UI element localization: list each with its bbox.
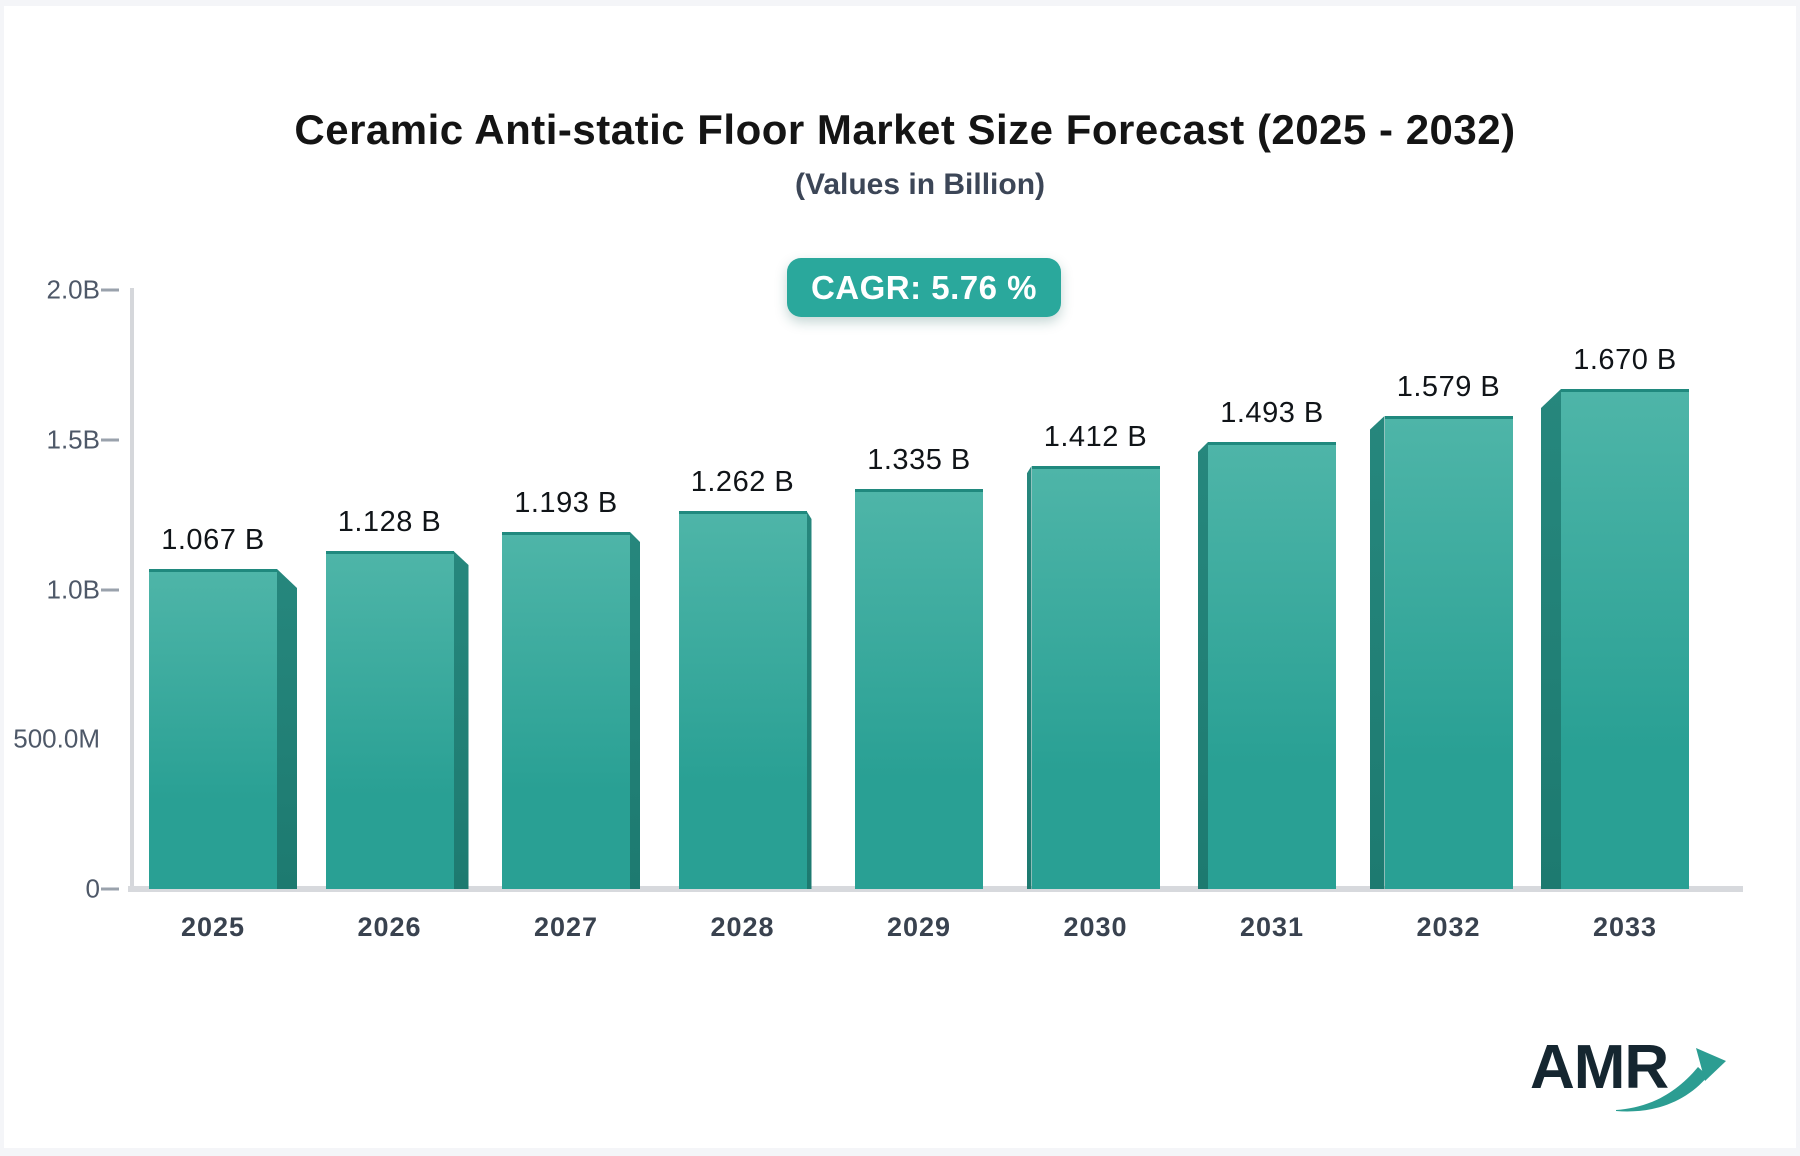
x-axis-label-2027: 2027 bbox=[533, 912, 599, 942]
bar-face bbox=[1031, 466, 1160, 889]
bar-2025 bbox=[149, 569, 297, 889]
bar-2026 bbox=[325, 551, 469, 889]
bar-2033 bbox=[1541, 389, 1689, 889]
bar-face bbox=[678, 511, 807, 889]
bar-value-label: 1.493 B bbox=[1220, 397, 1324, 429]
bar-value-label: 1.335 B bbox=[867, 444, 971, 476]
y-axis-tick bbox=[101, 588, 119, 591]
bar-side-face bbox=[453, 551, 469, 889]
amr-logo: AMR bbox=[1520, 1028, 1726, 1118]
y-axis-label-0: 0 bbox=[85, 873, 100, 904]
y-axis-label-1.0B: 1.0B bbox=[46, 574, 101, 604]
x-axis-baseline bbox=[128, 886, 1743, 892]
x-axis-label-2030: 2030 bbox=[1063, 912, 1128, 942]
bar-2030 bbox=[1026, 466, 1160, 889]
bar-side-face bbox=[1369, 416, 1385, 889]
page-subtitle: (Values in Billion) bbox=[794, 168, 1046, 201]
y-axis-label-2.0B: 2.0B bbox=[46, 274, 101, 305]
bar-side-face bbox=[1198, 442, 1208, 889]
x-axis-label-2033: 2033 bbox=[1592, 912, 1658, 942]
bar-face bbox=[1208, 442, 1336, 889]
x-axis-label-2028: 2028 bbox=[710, 912, 775, 942]
y-axis-tick bbox=[101, 288, 119, 292]
bar-face bbox=[855, 489, 983, 889]
bar-value-label: 1.128 B bbox=[337, 506, 442, 538]
y-axis-label-1.5B: 1.5B bbox=[46, 424, 101, 455]
bar-value-label: 1.670 B bbox=[1573, 344, 1677, 376]
bar-face bbox=[1561, 389, 1689, 889]
growth-arrow-icon bbox=[1616, 1048, 1726, 1112]
bar-face bbox=[502, 532, 630, 889]
bar-face bbox=[149, 569, 277, 889]
bar-2031 bbox=[1198, 442, 1336, 889]
amr-logo-text: AMR bbox=[1530, 1033, 1669, 1102]
bar-side-face bbox=[806, 511, 812, 889]
bar-face bbox=[325, 551, 454, 889]
x-axis-label-2025: 2025 bbox=[180, 912, 246, 942]
bar-side-face bbox=[1541, 389, 1561, 889]
x-axis-label-2026: 2026 bbox=[357, 912, 422, 942]
bar-2027 bbox=[502, 532, 640, 889]
x-axis-label-2029: 2029 bbox=[886, 912, 952, 942]
bar-side-face bbox=[277, 569, 297, 889]
y-axis-line bbox=[130, 288, 134, 889]
y-axis-tick bbox=[101, 438, 119, 442]
bar-value-label: 1.579 B bbox=[1396, 371, 1501, 403]
bar-value-label: 1.412 B bbox=[1043, 421, 1148, 453]
bar-side-face bbox=[1026, 466, 1032, 889]
y-axis-label-500.0M: 500.0M bbox=[13, 723, 100, 754]
bar-value-label: 1.262 B bbox=[690, 466, 795, 498]
x-axis-label-2032: 2032 bbox=[1416, 912, 1481, 942]
y-axis-tick bbox=[101, 887, 119, 891]
bar-face bbox=[1384, 416, 1513, 889]
bar-2028 bbox=[678, 511, 812, 889]
bar-2032 bbox=[1369, 416, 1513, 889]
bar-side-face bbox=[630, 532, 640, 889]
bar-2029 bbox=[855, 489, 983, 889]
page-title: Ceramic Anti-static Floor Market Size Fo… bbox=[294, 106, 1516, 153]
x-axis-label-2031: 2031 bbox=[1239, 912, 1305, 942]
bar-value-label: 1.067 B bbox=[161, 524, 265, 556]
cagr-badge-label: CAGR: 5.76 % bbox=[810, 268, 1038, 306]
bar-value-label: 1.193 B bbox=[514, 487, 618, 519]
cagr-badge: CAGR: 5.76 % bbox=[787, 258, 1061, 317]
